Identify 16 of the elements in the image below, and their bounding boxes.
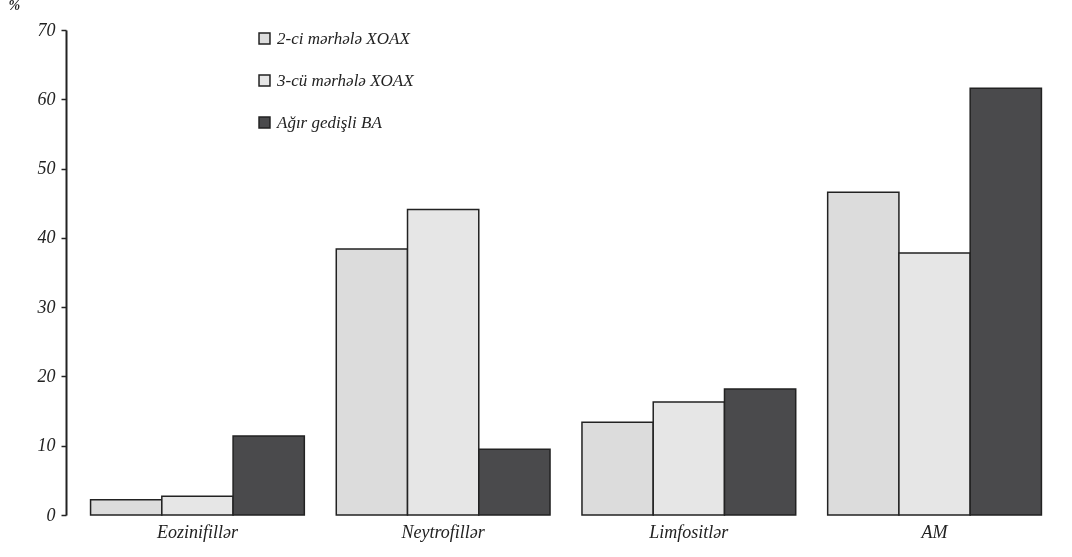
y-axis-title: % (8, 0, 21, 13)
y-tick-label: 30 (36, 296, 56, 317)
legend-label: 2-ci mərhələ XOAX (277, 28, 411, 48)
y-tick-label: 10 (37, 435, 56, 456)
y-tick-label: 20 (37, 365, 56, 386)
x-tick-label: Limfositlər (648, 521, 730, 542)
x-tick-label: AM (920, 521, 949, 542)
y-tick-label: 40 (37, 227, 56, 248)
x-tick-label: Eozinifillər (155, 521, 239, 542)
y-tick-label: 50 (37, 158, 56, 179)
y-tick-label: 60 (37, 88, 56, 109)
legend-label: 3-cü mərhələ XOAX (276, 70, 415, 90)
y-tick-label: 70 (37, 19, 56, 40)
x-tick-label: Neytrofillər (400, 521, 486, 542)
legend-label: Ağır gedişli BA (276, 112, 383, 132)
y-tick-label: 0 (46, 504, 56, 525)
